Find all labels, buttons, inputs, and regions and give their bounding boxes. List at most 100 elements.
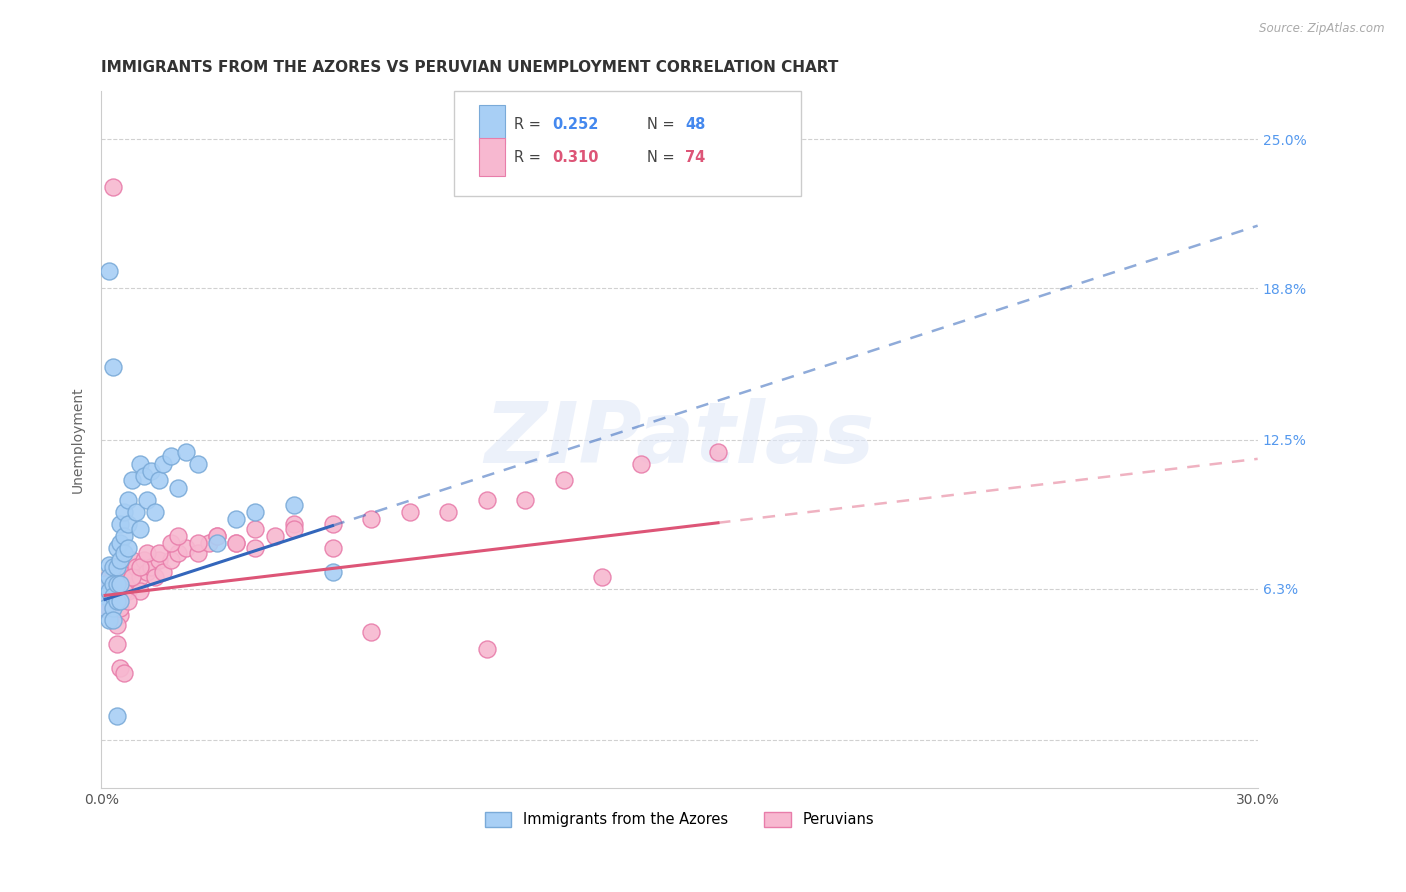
Point xyxy=(437,505,460,519)
Point xyxy=(110,577,132,591)
Text: 0.252: 0.252 xyxy=(553,117,599,132)
Point xyxy=(105,593,128,607)
Point xyxy=(105,709,128,723)
Point xyxy=(112,584,135,599)
Point xyxy=(101,613,124,627)
Point xyxy=(110,582,132,596)
Point xyxy=(101,577,124,591)
Point xyxy=(112,529,135,543)
Point xyxy=(94,589,117,603)
Point xyxy=(94,600,117,615)
Point xyxy=(105,617,128,632)
Point xyxy=(97,584,120,599)
Point xyxy=(112,665,135,680)
Point xyxy=(321,541,343,555)
Point xyxy=(112,577,135,591)
Point xyxy=(143,505,166,519)
Point xyxy=(128,457,150,471)
Point xyxy=(105,560,128,574)
Point xyxy=(360,624,382,639)
Text: IMMIGRANTS FROM THE AZORES VS PERUVIAN UNEMPLOYMENT CORRELATION CHART: IMMIGRANTS FROM THE AZORES VS PERUVIAN U… xyxy=(101,60,838,75)
Point xyxy=(553,474,575,488)
Point xyxy=(187,536,209,550)
Point xyxy=(174,541,197,555)
Point xyxy=(630,457,652,471)
Text: 48: 48 xyxy=(685,117,706,132)
Point xyxy=(101,560,124,574)
Point xyxy=(110,516,132,531)
Point xyxy=(321,565,343,579)
Point xyxy=(101,600,124,615)
Point xyxy=(159,553,181,567)
Point xyxy=(117,565,139,579)
Point xyxy=(167,546,190,560)
Point xyxy=(591,569,613,583)
Point xyxy=(97,569,120,583)
Point xyxy=(174,444,197,458)
Point xyxy=(141,464,163,478)
Point xyxy=(159,450,181,464)
Text: N =: N = xyxy=(647,150,679,165)
Text: 0.310: 0.310 xyxy=(553,150,599,165)
Point xyxy=(125,560,148,574)
Point xyxy=(94,600,117,615)
Point xyxy=(97,600,120,615)
FancyBboxPatch shape xyxy=(479,105,505,144)
Point xyxy=(148,553,170,567)
Point xyxy=(167,481,190,495)
Point xyxy=(117,584,139,599)
Point xyxy=(283,516,305,531)
Point xyxy=(321,516,343,531)
Point xyxy=(105,560,128,574)
Text: N =: N = xyxy=(647,117,679,132)
Point xyxy=(97,558,120,572)
Point xyxy=(121,569,143,583)
Point xyxy=(121,553,143,567)
Point xyxy=(105,593,128,607)
Point xyxy=(112,560,135,574)
FancyBboxPatch shape xyxy=(479,138,505,177)
Point xyxy=(148,546,170,560)
Point xyxy=(97,584,120,599)
Point xyxy=(105,637,128,651)
Point xyxy=(152,457,174,471)
Point xyxy=(110,553,132,567)
Point xyxy=(167,529,190,543)
Point xyxy=(132,553,155,567)
Point xyxy=(101,589,124,603)
Point xyxy=(128,584,150,599)
Text: R =: R = xyxy=(515,117,546,132)
Point xyxy=(263,529,285,543)
Point xyxy=(101,360,124,375)
Point xyxy=(205,536,228,550)
Point xyxy=(110,600,132,615)
Point xyxy=(360,512,382,526)
Point xyxy=(245,541,267,555)
Point xyxy=(110,536,132,550)
Point xyxy=(97,613,120,627)
Point xyxy=(128,569,150,583)
Point xyxy=(136,565,159,579)
Point xyxy=(515,492,537,507)
Point xyxy=(94,577,117,591)
Point xyxy=(136,492,159,507)
Point xyxy=(110,608,132,623)
Text: ZIPatlas: ZIPatlas xyxy=(484,398,875,481)
Point xyxy=(187,457,209,471)
Point xyxy=(198,536,221,550)
Point xyxy=(148,474,170,488)
Point xyxy=(110,593,132,607)
Point xyxy=(97,569,120,583)
Point xyxy=(101,589,124,603)
Point xyxy=(283,522,305,536)
Point xyxy=(121,474,143,488)
Point xyxy=(136,546,159,560)
Point xyxy=(245,505,267,519)
Legend: Immigrants from the Azores, Peruvians: Immigrants from the Azores, Peruvians xyxy=(479,806,880,833)
Point xyxy=(225,536,247,550)
Point xyxy=(475,492,498,507)
Point xyxy=(398,505,420,519)
Point xyxy=(125,505,148,519)
Point xyxy=(245,522,267,536)
FancyBboxPatch shape xyxy=(454,91,801,195)
